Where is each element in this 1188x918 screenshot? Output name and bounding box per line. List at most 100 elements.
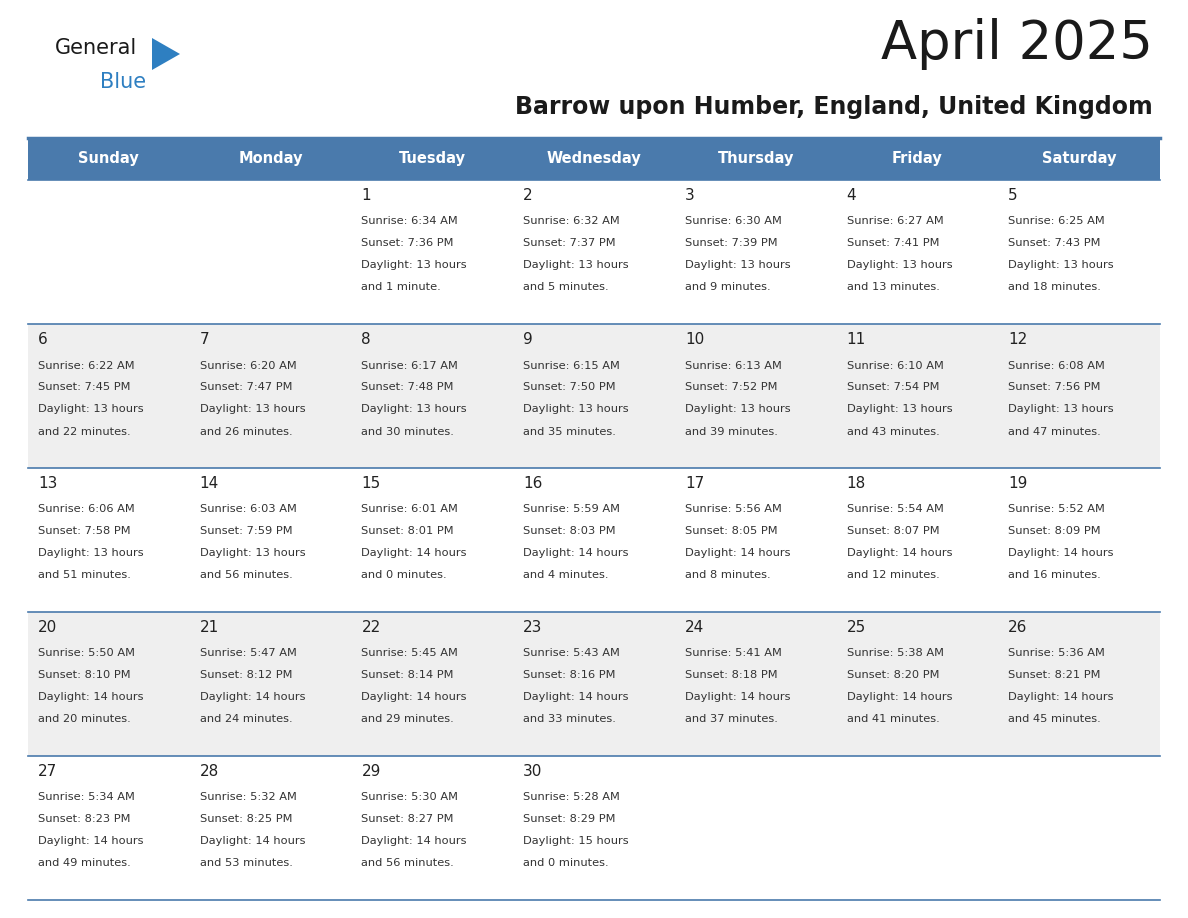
Text: Daylight: 14 hours: Daylight: 14 hours — [847, 548, 952, 558]
Text: and 30 minutes.: and 30 minutes. — [361, 427, 454, 436]
Bar — [513, 612, 675, 756]
Text: April 2025: April 2025 — [881, 18, 1154, 70]
Text: and 0 minutes.: and 0 minutes. — [361, 570, 447, 580]
Text: Sunrise: 5:34 AM: Sunrise: 5:34 AM — [38, 792, 135, 802]
Text: 23: 23 — [523, 620, 543, 635]
Bar — [513, 468, 675, 612]
Text: Sunset: 7:45 PM: Sunset: 7:45 PM — [38, 383, 131, 393]
Text: and 22 minutes.: and 22 minutes. — [38, 427, 131, 436]
Text: and 4 minutes.: and 4 minutes. — [523, 570, 608, 580]
Text: 22: 22 — [361, 620, 380, 635]
Text: Daylight: 14 hours: Daylight: 14 hours — [200, 692, 305, 702]
Text: 19: 19 — [1009, 476, 1028, 491]
Text: Sunrise: 5:43 AM: Sunrise: 5:43 AM — [523, 648, 620, 658]
Text: and 47 minutes.: and 47 minutes. — [1009, 427, 1101, 436]
Text: Sunrise: 6:03 AM: Sunrise: 6:03 AM — [200, 505, 297, 514]
Bar — [29, 324, 190, 468]
Text: and 39 minutes.: and 39 minutes. — [684, 427, 778, 436]
Text: Daylight: 13 hours: Daylight: 13 hours — [684, 261, 790, 271]
Text: and 0 minutes.: and 0 minutes. — [523, 858, 608, 868]
Text: Sunrise: 5:32 AM: Sunrise: 5:32 AM — [200, 792, 297, 802]
Text: and 56 minutes.: and 56 minutes. — [361, 858, 454, 868]
Bar — [998, 138, 1159, 180]
Bar — [29, 612, 190, 756]
Text: Daylight: 13 hours: Daylight: 13 hours — [684, 405, 790, 415]
Text: Sunrise: 6:01 AM: Sunrise: 6:01 AM — [361, 505, 459, 514]
Text: Daylight: 14 hours: Daylight: 14 hours — [684, 692, 790, 702]
Bar — [190, 756, 352, 900]
Text: 13: 13 — [38, 476, 57, 491]
Text: and 45 minutes.: and 45 minutes. — [1009, 714, 1101, 724]
Text: 4: 4 — [847, 188, 857, 203]
Text: Tuesday: Tuesday — [399, 151, 466, 166]
Text: and 9 minutes.: and 9 minutes. — [684, 283, 771, 293]
Text: Sunrise: 6:17 AM: Sunrise: 6:17 AM — [361, 361, 459, 371]
Bar — [836, 612, 998, 756]
Text: Sunset: 8:10 PM: Sunset: 8:10 PM — [38, 670, 131, 680]
Bar — [998, 324, 1159, 468]
Text: Sunrise: 6:10 AM: Sunrise: 6:10 AM — [847, 361, 943, 371]
Text: Sunrise: 6:22 AM: Sunrise: 6:22 AM — [38, 361, 134, 371]
Text: Daylight: 14 hours: Daylight: 14 hours — [361, 548, 467, 558]
Text: Sunset: 8:12 PM: Sunset: 8:12 PM — [200, 670, 292, 680]
Text: 25: 25 — [847, 620, 866, 635]
Bar — [998, 756, 1159, 900]
Text: Saturday: Saturday — [1042, 151, 1117, 166]
Bar — [29, 180, 190, 324]
Text: Sunset: 8:20 PM: Sunset: 8:20 PM — [847, 670, 939, 680]
Text: and 16 minutes.: and 16 minutes. — [1009, 570, 1101, 580]
Text: Daylight: 14 hours: Daylight: 14 hours — [361, 836, 467, 846]
Text: Sunrise: 6:15 AM: Sunrise: 6:15 AM — [523, 361, 620, 371]
Text: Sunset: 8:25 PM: Sunset: 8:25 PM — [200, 814, 292, 824]
Text: Sunrise: 5:38 AM: Sunrise: 5:38 AM — [847, 648, 943, 658]
Text: Sunrise: 5:36 AM: Sunrise: 5:36 AM — [1009, 648, 1105, 658]
Bar — [675, 324, 836, 468]
Text: Sunset: 7:52 PM: Sunset: 7:52 PM — [684, 383, 777, 393]
Text: 11: 11 — [847, 332, 866, 347]
Text: and 33 minutes.: and 33 minutes. — [523, 714, 617, 724]
Bar — [836, 468, 998, 612]
Text: 26: 26 — [1009, 620, 1028, 635]
Text: Sunset: 7:41 PM: Sunset: 7:41 PM — [847, 239, 939, 249]
Bar — [190, 324, 352, 468]
Text: 16: 16 — [523, 476, 543, 491]
Text: Sunrise: 6:27 AM: Sunrise: 6:27 AM — [847, 217, 943, 227]
Text: and 53 minutes.: and 53 minutes. — [200, 858, 292, 868]
Text: Daylight: 14 hours: Daylight: 14 hours — [361, 692, 467, 702]
Text: Sunday: Sunday — [78, 151, 139, 166]
Text: Barrow upon Humber, England, United Kingdom: Barrow upon Humber, England, United King… — [516, 95, 1154, 119]
Text: 3: 3 — [684, 188, 695, 203]
Text: 28: 28 — [200, 764, 219, 779]
Text: and 29 minutes.: and 29 minutes. — [361, 714, 454, 724]
Text: and 1 minute.: and 1 minute. — [361, 283, 441, 293]
Text: and 5 minutes.: and 5 minutes. — [523, 283, 608, 293]
Text: 21: 21 — [200, 620, 219, 635]
Text: Sunset: 8:29 PM: Sunset: 8:29 PM — [523, 814, 615, 824]
Text: Friday: Friday — [892, 151, 943, 166]
Text: 6: 6 — [38, 332, 48, 347]
Text: Daylight: 14 hours: Daylight: 14 hours — [1009, 548, 1114, 558]
Text: Sunrise: 6:25 AM: Sunrise: 6:25 AM — [1009, 217, 1105, 227]
Text: Monday: Monday — [239, 151, 303, 166]
Bar — [352, 756, 513, 900]
Bar — [836, 324, 998, 468]
Text: General: General — [55, 38, 138, 58]
Text: 18: 18 — [847, 476, 866, 491]
Text: Sunrise: 5:45 AM: Sunrise: 5:45 AM — [361, 648, 459, 658]
Text: 9: 9 — [523, 332, 533, 347]
Text: Daylight: 14 hours: Daylight: 14 hours — [38, 836, 144, 846]
Bar — [190, 468, 352, 612]
Text: Daylight: 13 hours: Daylight: 13 hours — [1009, 261, 1114, 271]
Text: Daylight: 15 hours: Daylight: 15 hours — [523, 836, 628, 846]
Text: Sunrise: 5:47 AM: Sunrise: 5:47 AM — [200, 648, 297, 658]
Text: and 26 minutes.: and 26 minutes. — [200, 427, 292, 436]
Bar — [352, 468, 513, 612]
Bar — [190, 612, 352, 756]
Text: Daylight: 14 hours: Daylight: 14 hours — [38, 692, 144, 702]
Text: Thursday: Thursday — [718, 151, 794, 166]
Text: 12: 12 — [1009, 332, 1028, 347]
Text: Sunrise: 5:41 AM: Sunrise: 5:41 AM — [684, 648, 782, 658]
Text: Sunrise: 5:59 AM: Sunrise: 5:59 AM — [523, 505, 620, 514]
Text: Sunrise: 6:20 AM: Sunrise: 6:20 AM — [200, 361, 297, 371]
Text: and 49 minutes.: and 49 minutes. — [38, 858, 131, 868]
